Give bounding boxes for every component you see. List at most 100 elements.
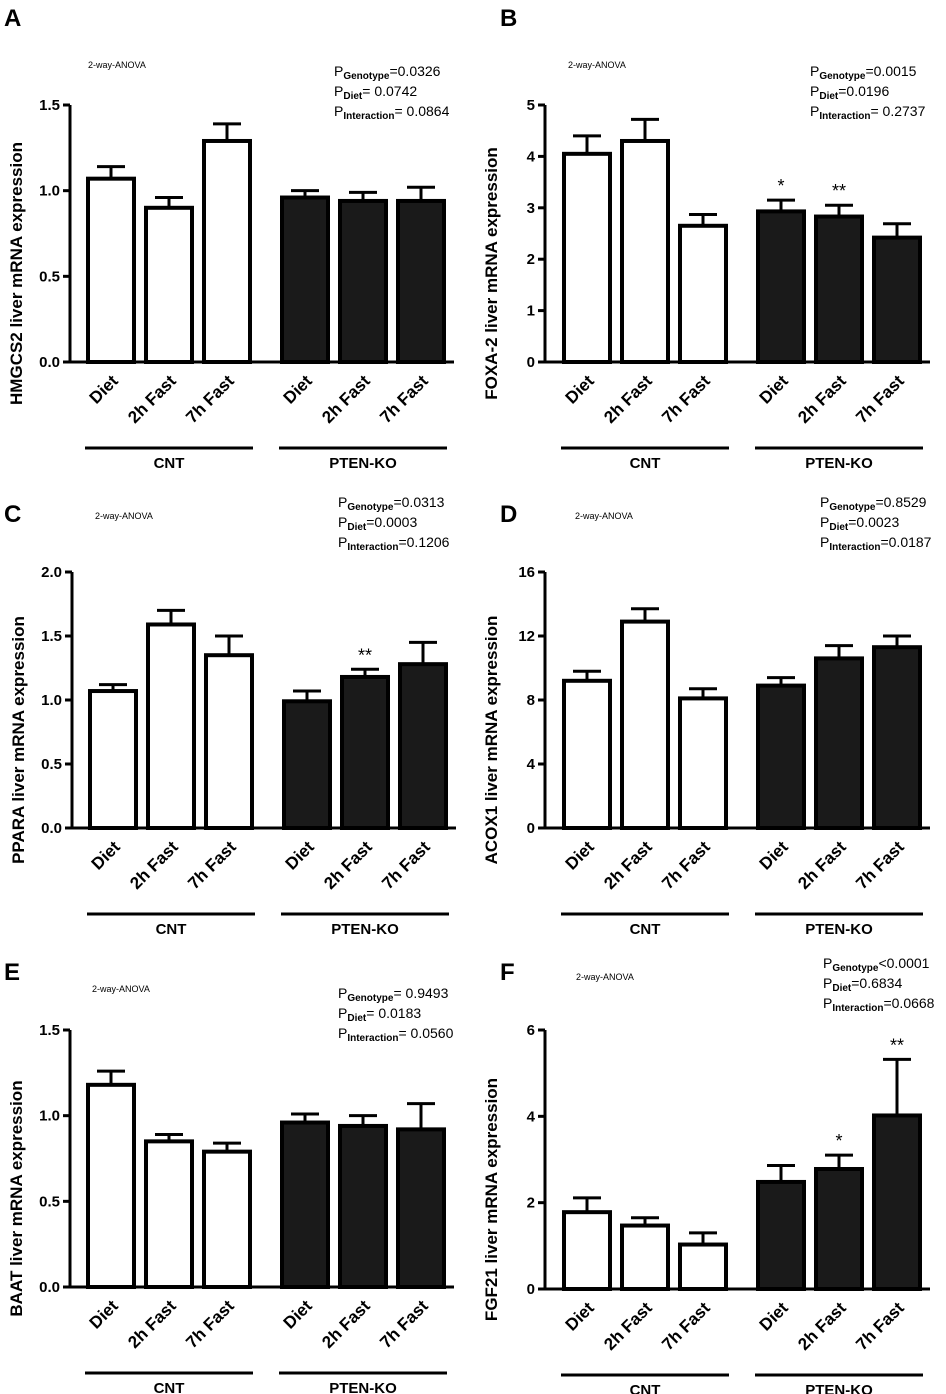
y-tick-label: 1.0 — [41, 692, 62, 709]
bar — [814, 1166, 864, 1292]
category-label: 2h Fast — [126, 837, 182, 893]
category-label: Diet — [88, 837, 124, 873]
group-label: PTEN-KO — [805, 455, 873, 472]
group-label: CNT — [154, 1380, 185, 1394]
bar — [678, 223, 728, 364]
category-label: 2h Fast — [600, 837, 656, 893]
significance-mark: ** — [358, 645, 372, 665]
category-label: 2h Fast — [318, 1296, 374, 1352]
group-label: PTEN-KO — [331, 921, 399, 938]
category-label: 7h Fast — [658, 371, 714, 427]
panel-letter: D — [500, 501, 517, 528]
category-label: 7h Fast — [658, 1298, 714, 1354]
y-tick-label: 1.0 — [39, 1108, 60, 1125]
y-tick-label: 4 — [527, 1108, 536, 1125]
bar — [678, 1242, 728, 1291]
anova-label: 2-way-ANOVA — [92, 984, 150, 994]
stat-line: PGenotype<0.0001 — [823, 955, 930, 974]
y-tick-label: 0.0 — [39, 1279, 60, 1296]
y-tick-label: 8 — [527, 692, 535, 709]
group-label: PTEN-KO — [805, 921, 873, 938]
y-tick-label: 1.5 — [39, 1022, 60, 1039]
bar — [280, 1120, 330, 1290]
anova-label: 2-way-ANOVA — [568, 60, 626, 70]
group-label: PTEN-KO — [329, 455, 397, 472]
category-label: 2h Fast — [124, 371, 180, 427]
bar — [202, 138, 252, 364]
panel-letter: E — [4, 959, 20, 986]
bar — [146, 622, 196, 830]
bar — [814, 214, 864, 364]
y-tick-label: 2 — [527, 251, 535, 268]
category-label: 2h Fast — [794, 1298, 850, 1354]
stat-line: PGenotype=0.8529 — [820, 494, 927, 513]
group-label: CNT — [630, 455, 661, 472]
y-tick-label: 0.0 — [41, 820, 62, 837]
category-label: 2h Fast — [318, 371, 374, 427]
category-label: 2h Fast — [124, 1296, 180, 1352]
y-tick-label: 0 — [527, 354, 535, 371]
group-label: CNT — [630, 921, 661, 938]
significance-mark: ** — [832, 181, 846, 201]
panel-letter: C — [4, 501, 21, 528]
y-tick-label: 1 — [527, 303, 535, 320]
anova-label: 2-way-ANOVA — [575, 511, 633, 521]
category-label: 2h Fast — [600, 371, 656, 427]
y-tick-label: 2.0 — [41, 564, 62, 581]
category-label: Diet — [86, 371, 122, 407]
bar — [562, 678, 612, 830]
category-label: 7h Fast — [378, 837, 434, 893]
bar — [396, 1127, 446, 1289]
bar — [86, 176, 136, 364]
bar — [620, 1223, 670, 1292]
stat-line: PDiet=0.0196 — [810, 83, 889, 102]
category-label: Diet — [756, 837, 792, 873]
bar — [202, 1149, 252, 1289]
panel-C: C 2-way-ANOVA PGenotype=0.0313PDiet=0.0003… — [4, 494, 456, 938]
y-axis-label: ACOX1 liver mRNA expression — [482, 616, 501, 865]
bar — [396, 198, 446, 364]
anova-label: 2-way-ANOVA — [576, 972, 634, 982]
category-label: 2h Fast — [794, 371, 850, 427]
category-label: 2h Fast — [320, 837, 376, 893]
category-label: 7h Fast — [182, 371, 238, 427]
category-label: 7h Fast — [658, 837, 714, 893]
bar — [756, 1179, 806, 1291]
category-label: Diet — [562, 1298, 598, 1334]
category-label: 7h Fast — [852, 371, 908, 427]
y-tick-label: 0 — [527, 820, 535, 837]
panel-F: F 2-way-ANOVA PGenotype<0.0001PDiet=0.6834… — [482, 955, 935, 1394]
bar — [562, 151, 612, 364]
group-label: CNT — [154, 455, 185, 472]
category-label: 7h Fast — [184, 837, 240, 893]
group-label: CNT — [630, 1382, 661, 1394]
bar — [678, 696, 728, 831]
y-tick-label: 0 — [527, 1281, 535, 1298]
bar — [620, 138, 670, 364]
category-label: Diet — [280, 1296, 316, 1332]
y-tick-label: 1.0 — [39, 183, 60, 200]
y-tick-label: 12 — [518, 628, 535, 645]
stat-line: PInteraction=0.0187 — [820, 534, 932, 553]
panel-letter: A — [4, 5, 21, 32]
stat-line: PDiet=0.0023 — [820, 514, 899, 533]
group-label: PTEN-KO — [329, 1380, 397, 1394]
category-label: Diet — [562, 837, 598, 873]
bar — [204, 653, 254, 831]
bar — [562, 1210, 612, 1291]
stat-line: PGenotype=0.0015 — [810, 63, 917, 82]
y-axis-label: FOXA-2 liver mRNA expression — [482, 147, 501, 400]
y-tick-label: 4 — [527, 148, 536, 165]
stat-line: PInteraction= 0.0864 — [334, 103, 450, 122]
category-label: 2h Fast — [600, 1298, 656, 1354]
stat-line: PDiet= 0.0742 — [334, 83, 417, 102]
anova-label: 2-way-ANOVA — [95, 511, 153, 521]
stat-line: PGenotype=0.0313 — [338, 494, 445, 513]
panel-D: D 2-way-ANOVA PGenotype=0.8529PDiet=0.0023… — [482, 494, 932, 938]
group-label: PTEN-KO — [805, 1382, 873, 1394]
bar — [872, 1113, 922, 1291]
y-tick-label: 16 — [518, 564, 535, 581]
